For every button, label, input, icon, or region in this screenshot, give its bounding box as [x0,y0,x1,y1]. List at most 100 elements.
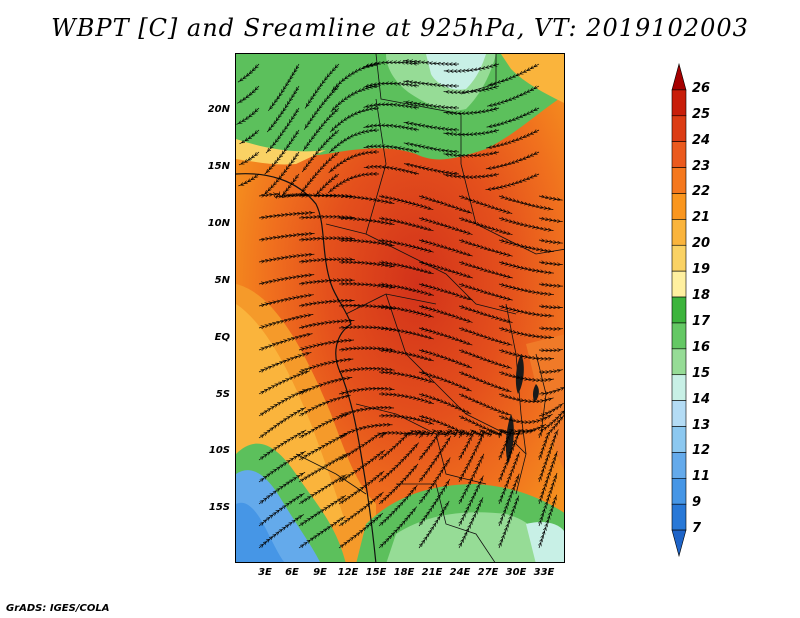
lat-label-20n: 20N [207,104,230,115]
streamline [298,516,346,549]
streamline [498,372,554,380]
streamline [498,284,554,295]
streamline [263,151,300,196]
lon-label-18e: 18E [393,567,415,578]
streamline [538,284,563,286]
lon-label-24e: 24E [449,567,471,578]
streamline [458,218,513,235]
colorbar-label: 14 [692,391,711,407]
colorbar-cell [671,400,687,427]
lon-label-9e: 9E [313,567,327,578]
lon-label-30e: 30E [505,567,527,578]
colorbar-cell [671,219,687,246]
streamline [258,334,313,350]
lon-label-33e: 33E [533,567,555,578]
streamline [538,370,563,373]
streamline [298,359,354,372]
streamline [498,394,554,401]
streamline [258,213,315,218]
streamline [338,512,384,549]
colorbar-label: 17 [692,313,711,329]
streamline [378,506,417,549]
colorbar-label: 12 [692,443,711,459]
streamline [538,387,564,394]
colorbar-cell [671,244,687,272]
grads-credit: GrADS: IGES/COLA [6,603,110,614]
streamline [538,350,563,351]
streamline [458,262,513,278]
colorbar-cell [671,141,687,168]
colorbar-label: 26 [692,80,711,96]
streamline [238,151,260,166]
lat-label-15n: 15N [207,161,230,172]
streamline [258,514,304,549]
streamline [498,306,554,316]
map-panel [235,53,565,563]
colorbar-cell [671,374,687,401]
colorbar-cell [671,478,687,505]
streamline [498,350,555,359]
colorbar-label: 13 [692,417,711,433]
lat-label-eq: EQ [214,332,230,343]
colorbar-cells [671,62,687,558]
streamline [258,194,309,197]
streamline [298,280,355,284]
streamline [499,495,520,549]
colorbar-cell [671,270,687,298]
streamline [498,218,554,231]
streamline [458,328,513,345]
colorbar-label: 9 [692,495,702,511]
streamline [538,306,563,308]
streamline [458,372,512,393]
streamline [486,130,540,148]
streamline [498,240,554,252]
streamline [298,238,355,240]
streamlines [236,61,564,549]
map-plot [236,54,564,562]
streamline [486,86,540,106]
colorbar-label: 18 [692,288,711,304]
streamline [298,259,355,262]
lat-label-5s: 5S [215,389,230,400]
streamline [538,196,563,200]
streamline [538,262,563,265]
colorbar-label: 22 [692,184,711,200]
colorbar-cell [671,322,687,350]
streamline [338,408,395,416]
lon-label-12e: 12E [337,567,359,578]
lat-label-15s: 15S [208,502,230,513]
colorbar-label: 16 [692,339,711,355]
lon-label-27e: 27E [477,567,499,578]
colorbar-cell [671,115,687,142]
streamline [498,196,554,210]
streamline [458,284,513,300]
colorbar-label: 19 [692,262,711,278]
streamline [298,395,351,416]
lon-label-3e: 3E [258,567,272,578]
lat-label-5n: 5N [214,275,230,286]
streamline [458,196,513,214]
colorbar-label: 24 [692,132,711,148]
colorbar-cell [671,452,687,479]
colorbar-cell [671,296,687,324]
colorbar-label: 23 [692,158,711,174]
colorbar-cell [671,62,687,91]
streamline [458,240,513,256]
map-title: WBPT [C] and Sreamline at 925hPa, VT: 20… [51,14,749,42]
streamline [237,63,260,83]
streamline [236,107,260,125]
streamline [298,301,355,307]
streamline [458,394,511,415]
lon-label-6e: 6E [285,567,299,578]
streamline [539,494,557,549]
lat-label-10n: 10N [207,218,230,229]
streamline [485,174,540,190]
lat-label-10s: 10S [208,445,230,456]
colorbar-label: 11 [692,469,711,485]
colorbar-label: 20 [692,236,711,252]
streamline [498,262,554,273]
streamline [338,389,395,394]
streamline [258,295,314,306]
colorbar-cell [671,426,687,453]
streamline [538,218,563,222]
